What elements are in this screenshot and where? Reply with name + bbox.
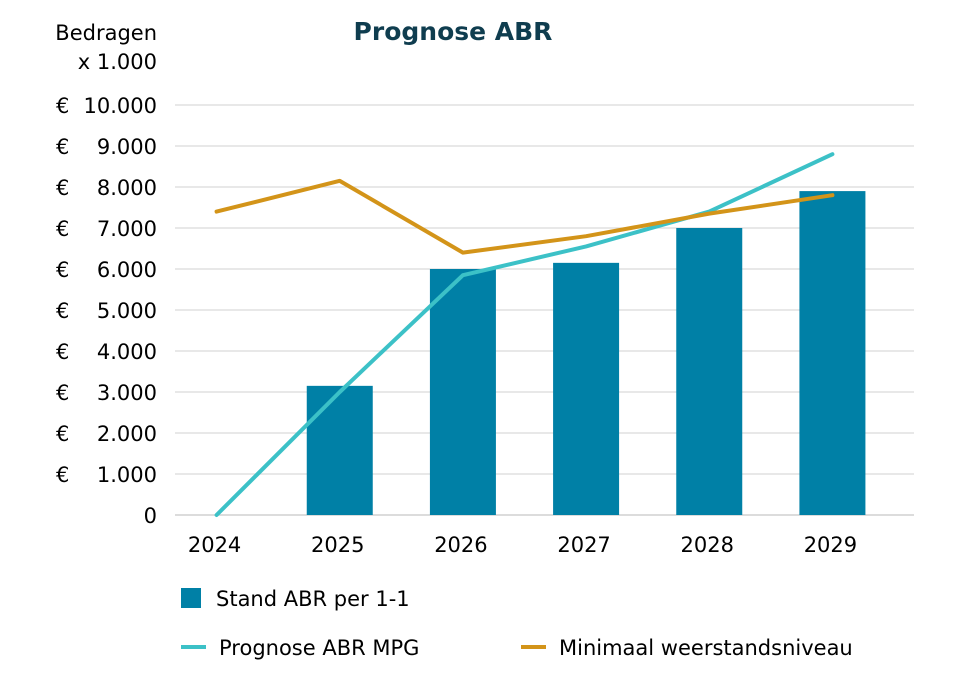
legend-swatch: [181, 588, 201, 608]
y-tick-label: 7.000: [97, 217, 157, 241]
x-tick-label: 2025: [311, 533, 364, 557]
y-tick-currency: €: [56, 258, 69, 282]
y-tick-label: 5.000: [97, 299, 157, 323]
bar-series: [306, 191, 866, 515]
y-tick-currency: €: [56, 340, 69, 364]
bar: [429, 269, 496, 515]
series-line: [214, 178, 835, 255]
x-tick-label: 2026: [434, 533, 487, 557]
x-axis-ticks: 2024 2025 2026 2027 2028 2029: [188, 533, 857, 557]
y-tick-label: 2.000: [97, 422, 157, 446]
legend-label: Minimaal weerstandsniveau: [559, 636, 853, 660]
y-tick-label: 8.000: [97, 176, 157, 200]
x-tick-label: 2024: [188, 533, 241, 557]
line-series: [214, 152, 835, 517]
y-tick-label: 1.000: [97, 463, 157, 487]
legend: Stand ABR per 1-1 Prognose ABR MPG Minimaa…: [181, 587, 853, 660]
y-tick-currency: €: [56, 422, 69, 446]
series-line: [214, 152, 835, 517]
x-tick-label: 2027: [557, 533, 610, 557]
y-tick-currency: €: [56, 299, 69, 323]
bar: [799, 191, 866, 515]
y-axis-label-line1: Bedragen: [55, 21, 157, 45]
y-tick-currency: €: [56, 381, 69, 405]
bar: [676, 228, 743, 515]
y-tick-currency: €: [56, 463, 69, 487]
x-tick-label: 2028: [681, 533, 734, 557]
y-tick-label: 0: [144, 504, 157, 528]
y-tick-currency: €: [56, 176, 69, 200]
y-tick-currency: €: [56, 217, 69, 241]
x-tick-label: 2029: [804, 533, 857, 557]
bar: [306, 385, 373, 515]
y-tick-label: 10.000: [84, 94, 157, 118]
y-tick-currency: €: [56, 135, 69, 159]
y-tick-label: 4.000: [97, 340, 157, 364]
y-tick-label: 3.000: [97, 381, 157, 405]
y-tick-label: 6.000: [97, 258, 157, 282]
legend-label: Prognose ABR MPG: [219, 636, 419, 660]
y-axis-label-line2: x 1.000: [78, 50, 157, 74]
legend-label: Stand ABR per 1-1: [216, 587, 410, 611]
y-tick-currency: €: [56, 94, 69, 118]
bar: [553, 262, 620, 515]
y-tick-label: 9.000: [97, 135, 157, 159]
chart-title: Prognose ABR: [354, 17, 553, 46]
y-axis-ticks: 0 € 1.000 € 2.000 € 3.000 € 4.000 € 5.000 € 6.000 € 7.…: [56, 94, 157, 528]
